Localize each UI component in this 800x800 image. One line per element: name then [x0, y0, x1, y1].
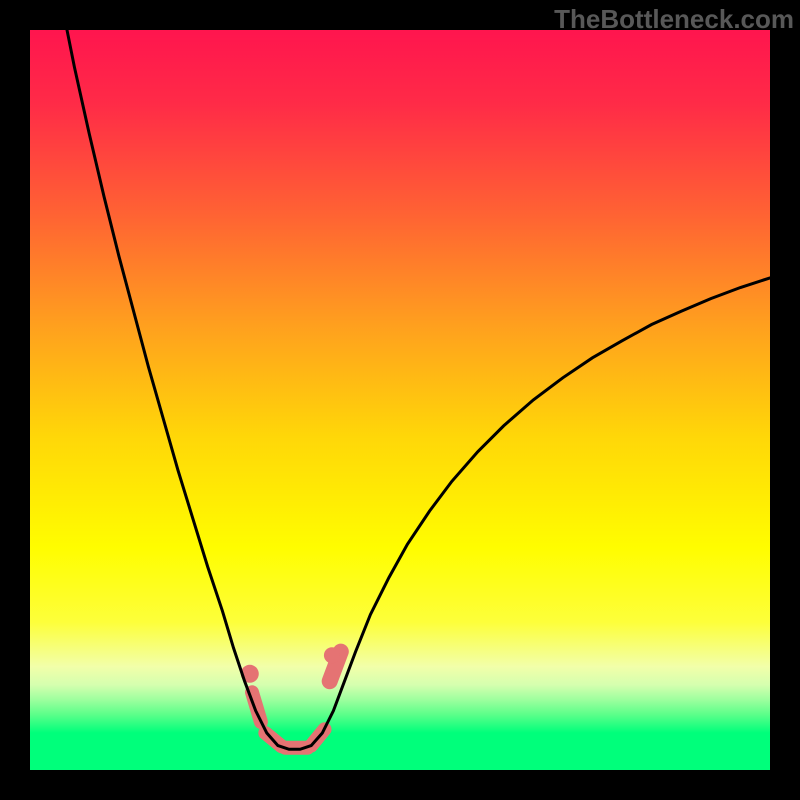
chart-frame: TheBottleneck.com: [0, 0, 800, 800]
plot-background: [30, 30, 770, 770]
watermark-text: TheBottleneck.com: [554, 4, 794, 35]
bottleneck-chart: [0, 0, 800, 800]
